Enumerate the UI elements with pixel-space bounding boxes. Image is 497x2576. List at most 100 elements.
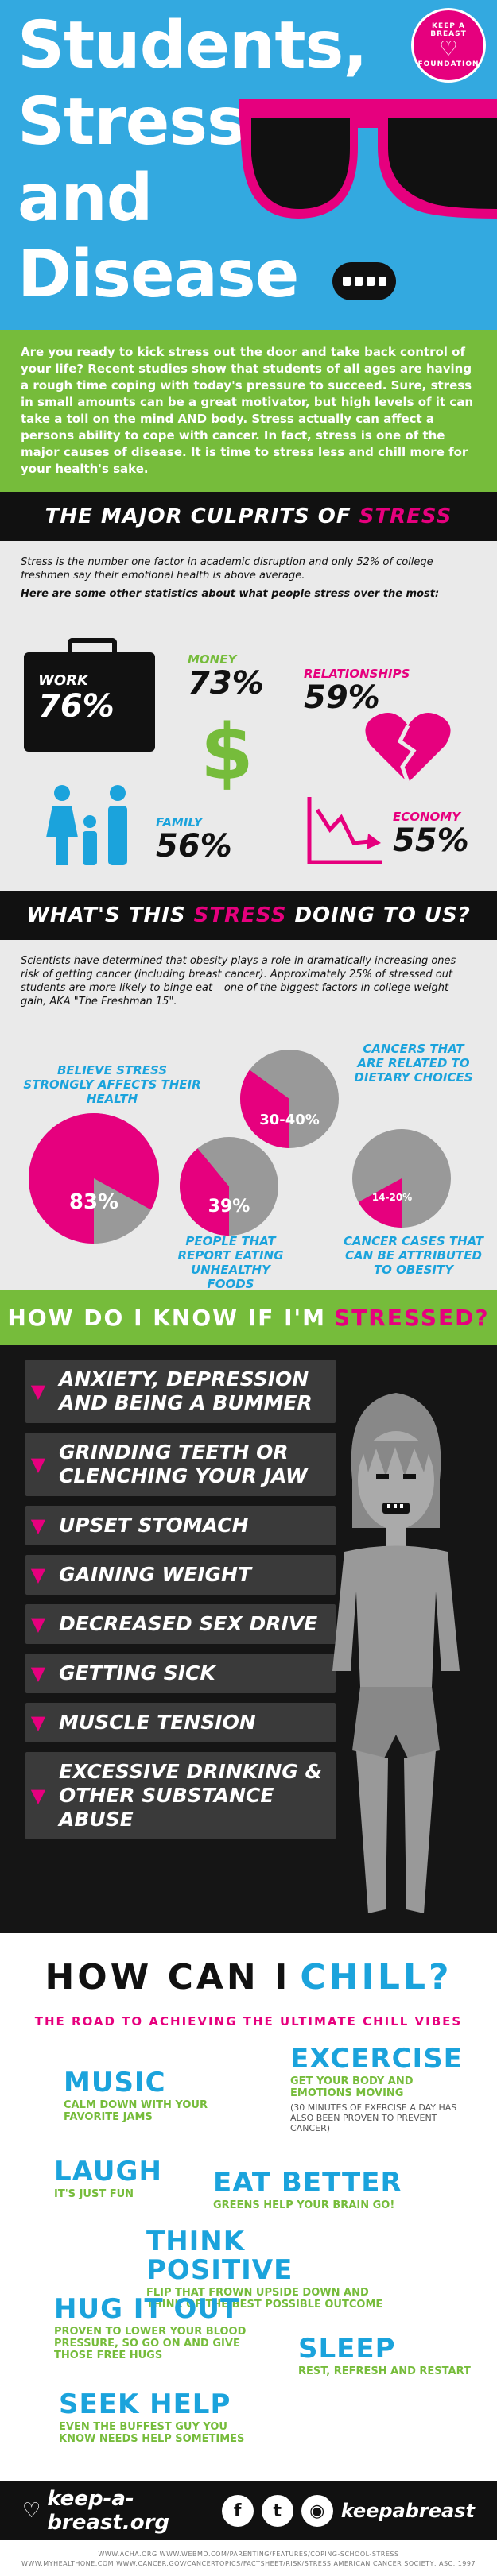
money-stat: MONEY 73% [188,652,264,700]
thumbs-down-icon: ▼ [30,1380,46,1402]
pie-value-label: 30-40% [259,1112,320,1128]
work-label: WORK [38,672,88,689]
symptom-item: ▼ DECREASED SEX DRIVE [25,1604,336,1644]
tip-heading: EXCERCISE [290,2043,463,2075]
pie-caption: CANCER CASES THAT CAN BE ATTRIBUTED TO O… [343,1234,484,1277]
culprits-heading-highlight: STRESS [359,505,452,528]
pie-caption: CANCERS THAT ARE RELATED TO DIETARY CHOI… [354,1042,473,1085]
dollar-sign-icon: $ [200,708,254,797]
hero-title-line: Disease [17,237,299,312]
hero-section: Students, Stress, and Disease KEEP A BRE… [0,0,497,330]
symptom-item: ▼ GETTING SICK [25,1654,336,1693]
symptom-label: UPSET STOMACH [59,1514,249,1537]
symptom-item: ▼ GRINDING TEETH OR CLENCHING YOUR JAW [25,1433,336,1496]
relationships-label: RELATIONSHIPS [304,667,410,681]
family-icon [46,785,127,865]
family-label: FAMILY [156,815,203,830]
tip-description: FLIP THAT FROWN UPSIDE DOWN AND THINK OF… [146,2287,383,2311]
website-label: keep-a-breast.org [47,2487,170,2535]
tip-heading: SLEEP [298,2333,396,2365]
culprits-heading: THE MAJOR CULPRITS OF STRESS [0,492,497,541]
thumbs-down-icon: ▼ [30,1785,46,1807]
culprits-lead-bold: Here are some other statistics about wha… [21,588,440,600]
hero-title-line: Stress, [17,84,270,160]
tip-music: MUSIC CALM DOWN WITH YOUR FAVORITE JAMS [64,2068,254,2123]
pie-value-label: 83% [69,1190,118,1214]
tip-heading: HUG IT OUT [54,2293,240,2325]
thumbs-down-icon: ▼ [30,1514,46,1537]
symptom-label: DECREASED SEX DRIVE [59,1612,318,1635]
thumbs-down-icon: ▼ [30,1662,46,1684]
sources-line: WWW.MYHEALTHONE.COM WWW.CANCER.GOV/CANCE… [21,2560,476,2567]
tip-excercise: EXCERCISE GET YOUR BODY AND EMOTIONS MOV… [290,2044,473,2133]
tip-heading: EAT BETTER [213,2167,402,2199]
broken-heart-icon [365,713,451,783]
economy-stat: ECONOMY 55% [393,810,469,857]
social-links: f t ◉ keepabreast [221,2495,475,2527]
tip-sleep: SLEEP REST, REFRESH AND RESTART [298,2334,473,2377]
relationships-percent: 59% [304,679,380,716]
tip-heading: MUSIC [64,2067,166,2098]
symptom-label: EXCESSIVE DRINKING & OTHER SUBSTANCE ABU… [59,1760,323,1831]
doing-heading-text: WHAT'S THIS [26,903,186,927]
sources-line: WWW.ACHA.ORG WWW.WEBMD.COM/PARENTING/FEA… [98,2551,399,2558]
doing-heading-highlight: STRESS [193,903,287,927]
doing-heading-text-end: DOING TO US? [294,903,471,927]
family-percent: 56% [156,828,232,864]
pie-value-label: 14-20% [372,1192,412,1203]
briefcase-icon: WORK 76% [24,638,155,752]
know-section: ▼ ANXIETY, DEPRESSION AND BEING A BUMMER … [0,1345,497,1933]
pie-value-label: 39% [208,1197,250,1216]
keep-a-breast-logo: KEEP A BREAST ♡ FOUNDATION [411,8,486,83]
know-heading-text: HOW DO I KNOW IF I'M [7,1304,326,1331]
thumbs-down-icon: ▼ [30,1613,46,1635]
teeth-icon [332,262,396,300]
chill-title-highlight: CHILL? [300,1957,452,1998]
chill-title-text: HOW CAN I [45,1957,291,1998]
tip-seek-help: SEEK HELP EVEN THE BUFFEST GUY YOU KNOW … [59,2390,266,2445]
pie-slice [28,1113,160,1244]
money-label: MONEY [188,652,237,667]
social-handle: keepabreast [340,2500,475,2522]
symptom-label: GETTING SICK [59,1661,215,1684]
tip-think-positive: THINK POSITIVE FLIP THAT FROWN UPSIDE DO… [146,2227,401,2311]
facebook-icon[interactable]: f [221,2495,254,2527]
logo-text-top: KEEP A BREAST [430,22,467,38]
symptom-label: MUSCLE TENSION [59,1711,256,1734]
know-heading: HOW DO I KNOW IF I'M STRESSED? [0,1290,497,1345]
symptom-label: GAINING WEIGHT [59,1563,251,1586]
hero-title: Students, Stress, and Disease [17,8,367,313]
symptom-label: GRINDING TEETH OR CLENCHING YOUR JAW [59,1441,308,1487]
know-heading-highlight: STRESSED? [333,1304,490,1331]
intro-paragraph: Are you ready to kick stress out the doo… [0,330,497,492]
instagram-icon[interactable]: ◉ [301,2495,333,2527]
pie-caption: BELIEVE STRESS STRONGLY AFFECTS THEIR HE… [23,1063,201,1106]
thumbs-down-icon: ▼ [30,1564,46,1586]
economy-label: ECONOMY [393,810,461,824]
tip-description: GREENS HELP YOUR BRAIN GO! [213,2199,395,2211]
hero-title-line: and [17,161,153,236]
relationships-stat: RELATIONSHIPS 59% [304,667,410,714]
thumbs-down-icon: ▼ [30,1712,46,1734]
pie-caption: PEOPLE THAT REPORT EATING UNHEALTHY FOOD… [177,1234,284,1291]
money-percent: 73% [188,665,264,702]
work-percent: 76% [38,688,115,725]
thumbs-down-icon: ▼ [30,1453,46,1476]
hero-title-line: Students, [17,8,367,83]
twitter-icon[interactable]: t [261,2495,293,2527]
footer: ♡ keep-a-breast.org f t ◉ keepabreast [0,2481,497,2540]
downward-graph-icon [307,797,382,864]
website-link[interactable]: ♡ keep-a-breast.org [22,2487,222,2535]
chill-subtitle: THE ROAD TO ACHIEVING THE ULTIMATE CHILL… [34,2014,463,2029]
tip-heading: LAUGH [54,2156,162,2187]
tip-eat-better: EAT BETTER GREENS HELP YOUR BRAIN GO! [213,2168,420,2211]
tip-description: EVEN THE BUFFEST GUY YOU KNOW NEEDS HELP… [59,2421,245,2445]
tip-hug-it-out: HUG IT OUT PROVEN TO LOWER YOUR BLOOD PR… [54,2295,269,2361]
chill-section: HOW CAN I CHILL? THE ROAD TO ACHIEVING TH… [0,1933,497,2481]
tip-description: GET YOUR BODY AND EMOTIONS MOVING [290,2075,414,2099]
symptom-item: ▼ EXCESSIVE DRINKING & OTHER SUBSTANCE AB… [25,1752,336,1839]
pie-slice [180,1148,229,1236]
heart-ribbon-icon: ♡ [22,2499,41,2523]
culprits-section: Stress is the number one factor in acade… [0,541,497,891]
